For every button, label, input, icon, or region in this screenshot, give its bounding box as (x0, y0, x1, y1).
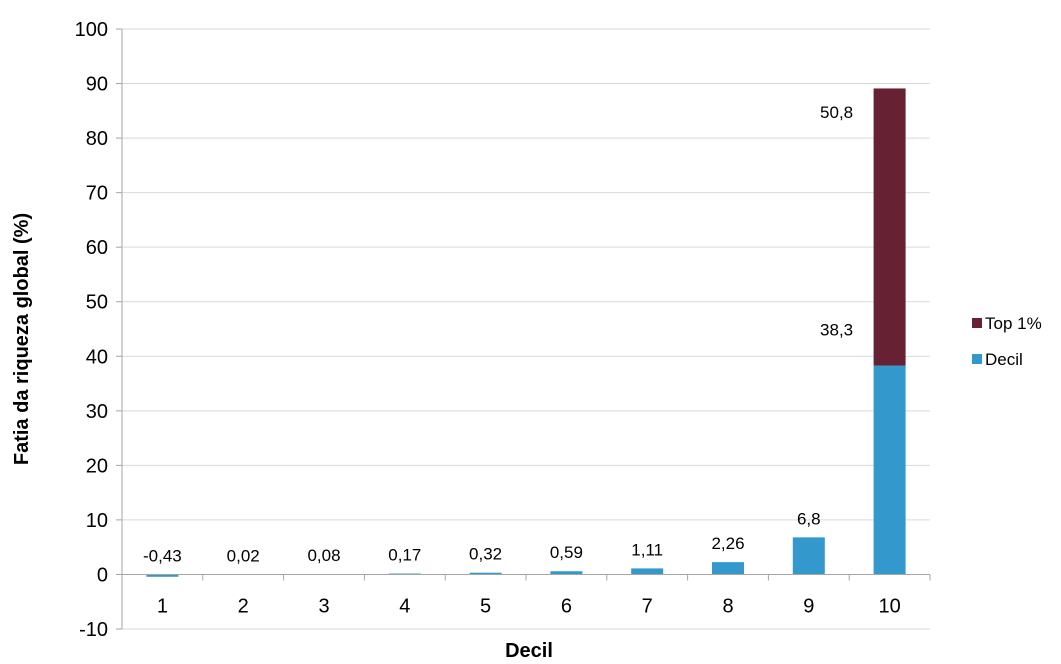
bar-decil (873, 365, 906, 575)
data-label-top1: 50,8 (820, 103, 853, 122)
y-tick-label: 0 (97, 564, 108, 586)
legend-swatch (972, 354, 982, 364)
y-tick-label: 40 (86, 346, 108, 368)
x-tick-label: 9 (803, 595, 814, 617)
x-tick-label: 6 (561, 595, 572, 617)
x-tick-labels: 1 2 3 4 5 6 7 8 9 10 (157, 595, 901, 617)
data-label-decil: 0,17 (388, 546, 421, 565)
bar-top1 (873, 88, 906, 366)
x-tick-label: 8 (722, 595, 733, 617)
y-tick-label: 60 (86, 237, 108, 259)
y-tick-label: 50 (86, 292, 108, 314)
x-axis-title: Decil (505, 640, 553, 662)
x-tick-label: 7 (642, 595, 653, 617)
legend-label: Top 1% (985, 314, 1042, 333)
data-label-decil: 1,11 (631, 540, 663, 559)
x-tick-label: 3 (318, 595, 329, 617)
y-axis-title: Fatia da riqueza global (%) (11, 213, 33, 465)
data-label-decil: -0,43 (143, 546, 182, 565)
x-tick-label: 2 (238, 595, 249, 617)
gridlines (122, 28, 930, 630)
y-tick-label: 20 (86, 455, 108, 477)
y-tick-label: 80 (86, 128, 108, 150)
y-tick-labels: -10 0 10 20 30 40 50 60 70 80 90 100 (75, 19, 108, 641)
data-label-decil: 0,08 (307, 546, 340, 565)
data-labels: -0,43 0,02 0,08 0,17 0,32 0,59 1,11 2,26 6,8 38,3… (143, 103, 853, 566)
legend-swatch (972, 318, 982, 328)
data-label-decil: 38,3 (820, 321, 853, 340)
data-label-decil: 0,59 (550, 543, 583, 562)
bar-decil (631, 568, 664, 575)
x-tick-label: 10 (878, 595, 900, 617)
legend: Top 1% Decil (972, 314, 1042, 369)
y-tick-label: -10 (79, 619, 108, 641)
legend-label: Decil (985, 350, 1023, 369)
data-label-decil: 2,26 (711, 534, 744, 553)
axes (116, 28, 931, 630)
bar-decil (469, 572, 502, 575)
x-tick-label: 1 (157, 595, 168, 617)
x-tick-label: 4 (399, 595, 410, 617)
x-tick-label: 5 (480, 595, 491, 617)
data-label-decil: 0,02 (227, 546, 260, 565)
data-label-decil: 6,8 (797, 509, 821, 528)
bar-decil (712, 562, 744, 575)
data-label-decil: 0,32 (469, 545, 502, 564)
y-tick-label: 30 (86, 401, 108, 423)
bar-decil (550, 571, 583, 575)
bars (146, 88, 906, 577)
bar-decil (146, 574, 179, 577)
bar-decil (792, 537, 825, 575)
y-tick-label: 70 (86, 183, 108, 205)
y-tick-label: 100 (75, 19, 108, 41)
y-tick-label: 90 (86, 74, 108, 96)
y-tick-label: 10 (86, 510, 108, 532)
